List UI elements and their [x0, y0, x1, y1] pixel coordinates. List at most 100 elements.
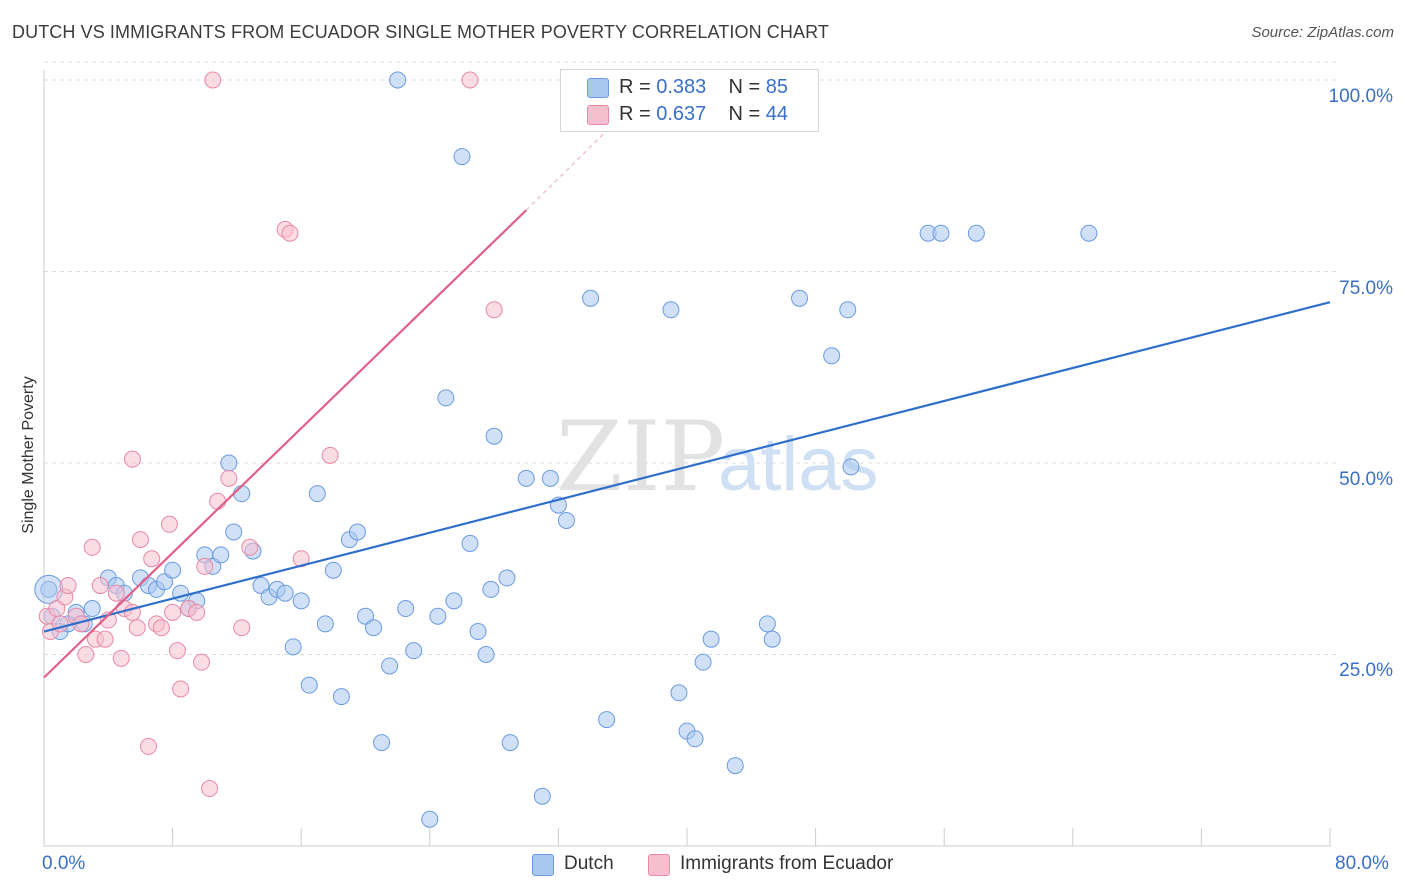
source-label: Source: ZipAtlas.com [1251, 24, 1394, 41]
dutch-point-56 [501, 734, 519, 752]
dutch-point-78 [839, 301, 857, 319]
dutch-point-57 [517, 469, 535, 487]
dutch-point-64 [598, 711, 616, 729]
ecuador-swatch [587, 105, 609, 125]
ecuador-trend-line [43, 209, 528, 679]
ecuador-point-5 [59, 577, 77, 595]
watermark-zip: ZIP [556, 401, 725, 513]
dutch-point-43 [397, 600, 415, 618]
dutch-point-77 [823, 347, 841, 365]
y-tick-label-100: 100.0% [1328, 86, 1393, 107]
dutch-point-21 [220, 454, 238, 472]
ecuador-point-40 [281, 224, 299, 242]
dutch-point-23 [233, 485, 251, 503]
dutch-n-value: 85 [765, 76, 789, 98]
dutch-point-70 [686, 730, 704, 748]
ecuador-point-44 [485, 301, 503, 319]
dutch-point-35 [332, 688, 350, 706]
dutch-point-38 [357, 607, 374, 625]
dutch-r-value: 0.383 [656, 76, 707, 98]
ecuador-point-25 [160, 515, 178, 533]
dutch-point-48 [445, 592, 463, 610]
dutch-point-82 [967, 224, 985, 242]
dutch-point-79 [842, 458, 860, 476]
dutch-point-71 [694, 653, 712, 671]
ecuador-point-20 [131, 531, 149, 549]
dutch-point-54 [485, 427, 503, 445]
ecuador-point-15 [112, 649, 130, 667]
dutch-point-42 [389, 71, 407, 89]
ecuador-point-12 [96, 630, 114, 648]
dutch-point-44 [405, 642, 423, 660]
dutch-point-55 [498, 569, 516, 587]
ecuador-point-28 [172, 680, 190, 698]
dutch-point-29 [284, 638, 302, 656]
dutch-n-label: N = [728, 76, 766, 98]
dutch-point-74 [758, 615, 776, 633]
dutch-point-53 [482, 580, 500, 598]
x-tick-label-min: 0.0% [42, 853, 86, 874]
ecuador-point-31 [193, 653, 211, 671]
ecuador-point-24 [152, 619, 170, 637]
dutch-point-49 [453, 148, 471, 166]
dutch-point-75 [763, 630, 781, 648]
dutch-point-73 [726, 757, 744, 775]
ecuador-r-label: R = [619, 103, 657, 125]
dutch-point-28 [276, 584, 294, 602]
y-tick-label-50: 50.0% [1339, 469, 1393, 490]
dutch-point-46 [429, 607, 447, 625]
dutch-trend-line [43, 301, 1331, 633]
bottom-dutch-swatch [532, 854, 554, 876]
ecuador-point-21 [139, 737, 157, 755]
ecuador-point-30 [188, 603, 206, 621]
dutch-point-72 [702, 630, 720, 648]
dutch-point-51 [469, 623, 487, 641]
dutch-point-68 [670, 684, 688, 702]
dutch-point-39 [365, 619, 383, 637]
dutch-point-13 [156, 573, 174, 591]
dutch-point-6 [83, 600, 101, 618]
dutch-point-76 [791, 289, 809, 307]
y-tick-label-75: 75.0% [1339, 278, 1393, 299]
ecuador-point-37 [233, 619, 251, 637]
ecuador-point-32 [196, 557, 214, 575]
dutch-point-33 [316, 615, 334, 633]
ecuador-r-value: 0.637 [656, 103, 707, 125]
dutch-point-34 [324, 561, 342, 579]
dutch-point-67 [662, 301, 680, 319]
dutch-point-30 [292, 592, 310, 610]
dutch-point-47 [437, 389, 455, 407]
stats-legend: R = 0.383 N = 85 R = 0.637 N = 44 [560, 69, 819, 132]
x-tick-label-max: 80.0% [1335, 853, 1389, 874]
bottom-dutch-label: Dutch [564, 853, 614, 874]
ecuador-point-14 [107, 584, 125, 602]
dutch-point-81 [932, 224, 950, 242]
dutch-point-31 [300, 676, 318, 694]
ecuador-point-26 [164, 603, 182, 621]
chart-title: DUTCH VS IMMIGRANTS FROM ECUADOR SINGLE … [12, 22, 829, 42]
dutch-point-45 [421, 810, 439, 828]
grid-lines [44, 61, 1340, 655]
ecuador-point-34 [204, 71, 222, 89]
bottom-ecuador-label: Immigrants from Ecuador [680, 853, 894, 874]
dutch-swatch [587, 78, 609, 98]
ecuador-points [38, 71, 503, 798]
y-tick-label-25: 25.0% [1339, 660, 1393, 681]
dutch-point-59 [541, 469, 559, 487]
ecuador-point-9 [83, 538, 101, 556]
dutch-point-32 [308, 485, 326, 503]
ecuador-point-11 [91, 577, 109, 595]
ecuador-point-35 [209, 492, 227, 510]
ecuador-point-27 [168, 642, 186, 660]
dutch-point-58 [533, 787, 551, 805]
trend-lines [43, 98, 1331, 679]
dutch-point-83 [1080, 224, 1098, 242]
ecuador-point-38 [241, 538, 259, 556]
dutch-point-40 [373, 734, 391, 752]
ecuador-point-22 [143, 550, 161, 568]
ecuador-point-33 [201, 780, 219, 798]
ecuador-point-42 [321, 446, 339, 464]
ecuador-n-label: N = [728, 103, 766, 125]
dutch-point-25 [252, 577, 270, 595]
